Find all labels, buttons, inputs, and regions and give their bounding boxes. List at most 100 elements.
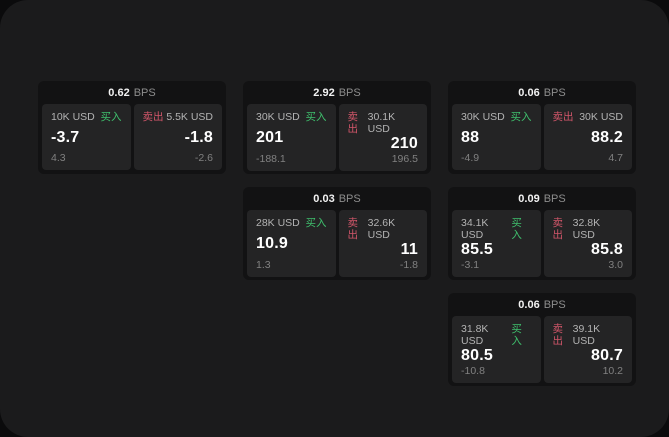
buy-cell[interactable]: 10K USD 买入 -3.7 4.3 bbox=[42, 104, 131, 170]
card-body: 28K USD 买入 10.9 1.3 卖出 32.6K USD 11 -1.8 bbox=[243, 210, 431, 281]
sell-delta: -2.6 bbox=[194, 152, 213, 164]
card-body: 10K USD 买入 -3.7 4.3 卖出 5.5K USD -1.8 -2.… bbox=[38, 104, 226, 174]
sell-delta: 196.5 bbox=[391, 153, 418, 165]
sell-side-label: 卖出 bbox=[347, 111, 359, 135]
quote-card: 0.09 BPS 34.1K USD 买入 85.5 -3.1 卖出 32.8K… bbox=[448, 187, 636, 280]
sell-cell[interactable]: 卖出 30K USD 88.2 4.7 bbox=[543, 104, 632, 170]
sell-cell-top: 卖出 32.8K USD bbox=[553, 217, 624, 241]
sell-price: 80.7 bbox=[591, 347, 623, 364]
sell-cell-top: 卖出 39.1K USD bbox=[553, 323, 624, 347]
sell-volume: 32.8K USD bbox=[572, 217, 601, 241]
buy-delta: -188.1 bbox=[256, 153, 286, 165]
buy-volume: 30K USD bbox=[256, 111, 300, 123]
buy-delta: -10.8 bbox=[461, 365, 485, 377]
sell-price: 11 bbox=[400, 241, 418, 258]
buy-side-label: 买入 bbox=[510, 111, 532, 123]
bps-value: 0.62 bbox=[108, 86, 130, 99]
sell-cell[interactable]: 卖出 30.1K USD 210 196.5 bbox=[338, 104, 427, 171]
buy-delta: 4.3 bbox=[51, 152, 66, 164]
sell-price: 88.2 bbox=[591, 128, 623, 146]
bps-unit-label: BPS bbox=[543, 86, 566, 99]
sell-delta: -1.8 bbox=[399, 259, 418, 271]
buy-delta: -4.9 bbox=[461, 152, 480, 164]
card-body: 34.1K USD 买入 85.5 -3.1 卖出 32.8K USD 85.8… bbox=[448, 210, 636, 281]
card-header: 0.06 BPS bbox=[448, 293, 636, 316]
quote-card: 0.06 BPS 30K USD 买入 88 -4.9 卖出 30K USD bbox=[448, 81, 636, 174]
sell-cell[interactable]: 卖出 32.6K USD 11 -1.8 bbox=[338, 210, 427, 277]
buy-cell[interactable]: 31.8K USD 买入 80.5 -10.8 bbox=[452, 316, 541, 383]
bps-unit-label: BPS bbox=[133, 86, 156, 99]
buy-volume: 10K USD bbox=[51, 111, 95, 123]
bps-unit-label: BPS bbox=[543, 298, 566, 311]
buy-price: 88 bbox=[461, 128, 480, 146]
bps-value: 0.06 bbox=[518, 298, 540, 311]
buy-cell-top: 28K USD 买入 bbox=[256, 217, 327, 229]
sell-delta: 4.7 bbox=[608, 152, 623, 164]
sell-cell[interactable]: 卖出 39.1K USD 80.7 10.2 bbox=[543, 316, 632, 383]
card-header: 0.06 BPS bbox=[448, 81, 636, 104]
quote-card: 0.06 BPS 31.8K USD 买入 80.5 -10.8 卖出 39.1… bbox=[448, 293, 636, 386]
buy-cell[interactable]: 30K USD 买入 201 -188.1 bbox=[247, 104, 336, 171]
sell-cell-top: 卖出 32.6K USD bbox=[348, 217, 419, 241]
sell-cell-top: 卖出 30.1K USD bbox=[348, 111, 419, 135]
buy-price: 85.5 bbox=[461, 241, 493, 258]
buy-side-label: 买入 bbox=[511, 217, 522, 241]
quote-cards-grid: 0.62 BPS 10K USD 买入 -3.7 4.3 卖出 5.5K USD bbox=[38, 81, 636, 386]
buy-price: 80.5 bbox=[461, 347, 493, 364]
buy-delta: -3.1 bbox=[461, 259, 480, 271]
sell-side-label: 卖出 bbox=[552, 323, 564, 347]
sell-cell[interactable]: 卖出 32.8K USD 85.8 3.0 bbox=[543, 210, 632, 277]
sell-volume: 5.5K USD bbox=[166, 111, 213, 123]
buy-side-label: 买入 bbox=[100, 111, 122, 123]
buy-price: 201 bbox=[256, 129, 284, 146]
buy-cell[interactable]: 34.1K USD 买入 85.5 -3.1 bbox=[452, 210, 541, 277]
sell-volume: 32.6K USD bbox=[367, 217, 396, 241]
card-body: 30K USD 买入 201 -188.1 卖出 30.1K USD 210 1… bbox=[243, 104, 431, 175]
sell-delta: 3.0 bbox=[608, 259, 623, 271]
sell-cell-top: 卖出 30K USD bbox=[553, 111, 624, 123]
buy-cell[interactable]: 30K USD 买入 88 -4.9 bbox=[452, 104, 541, 170]
sell-delta: 10.2 bbox=[602, 365, 623, 377]
buy-side-label: 买入 bbox=[305, 111, 327, 123]
buy-volume: 34.1K USD bbox=[461, 217, 489, 241]
buy-delta: 1.3 bbox=[256, 259, 271, 271]
bps-unit-label: BPS bbox=[543, 192, 566, 205]
card-header: 0.09 BPS bbox=[448, 187, 636, 210]
sell-cell-top: 卖出 5.5K USD bbox=[143, 111, 214, 123]
sell-volume: 30K USD bbox=[579, 111, 623, 123]
quote-card: 0.03 BPS 28K USD 买入 10.9 1.3 卖出 32.6K US… bbox=[243, 187, 431, 280]
buy-cell-top: 10K USD 买入 bbox=[51, 111, 122, 123]
sell-side-label: 卖出 bbox=[552, 217, 564, 241]
card-header: 0.62 BPS bbox=[38, 81, 226, 104]
bps-unit-label: BPS bbox=[338, 86, 361, 99]
bps-unit-label: BPS bbox=[338, 192, 361, 205]
buy-cell-top: 31.8K USD 买入 bbox=[461, 323, 532, 347]
buy-side-label: 买入 bbox=[511, 323, 522, 347]
sell-price: 210 bbox=[390, 135, 418, 152]
sell-side-label: 卖出 bbox=[142, 111, 164, 123]
buy-side-label: 买入 bbox=[305, 217, 327, 229]
quote-card: 0.62 BPS 10K USD 买入 -3.7 4.3 卖出 5.5K USD bbox=[38, 81, 226, 174]
buy-volume: 31.8K USD bbox=[461, 323, 489, 347]
sell-price: -1.8 bbox=[184, 128, 213, 146]
sell-side-label: 卖出 bbox=[347, 217, 359, 241]
card-header: 2.92 BPS bbox=[243, 81, 431, 104]
buy-volume: 28K USD bbox=[256, 217, 300, 229]
buy-cell[interactable]: 28K USD 买入 10.9 1.3 bbox=[247, 210, 336, 277]
sell-volume: 30.1K USD bbox=[367, 111, 396, 135]
buy-price: 10.9 bbox=[256, 235, 288, 252]
sell-side-label: 卖出 bbox=[552, 111, 574, 123]
sell-cell[interactable]: 卖出 5.5K USD -1.8 -2.6 bbox=[133, 104, 222, 170]
card-body: 30K USD 买入 88 -4.9 卖出 30K USD 88.2 4.7 bbox=[448, 104, 636, 174]
card-header: 0.03 BPS bbox=[243, 187, 431, 210]
card-body: 31.8K USD 买入 80.5 -10.8 卖出 39.1K USD 80.… bbox=[448, 316, 636, 387]
bps-value: 2.92 bbox=[313, 86, 335, 99]
buy-price: -3.7 bbox=[51, 128, 80, 146]
buy-volume: 30K USD bbox=[461, 111, 505, 123]
buy-cell-top: 30K USD 买入 bbox=[256, 111, 327, 123]
buy-cell-top: 30K USD 买入 bbox=[461, 111, 532, 123]
quote-card: 2.92 BPS 30K USD 买入 201 -188.1 卖出 30.1K … bbox=[243, 81, 431, 174]
bps-value: 0.09 bbox=[518, 192, 540, 205]
bps-value: 0.03 bbox=[313, 192, 335, 205]
